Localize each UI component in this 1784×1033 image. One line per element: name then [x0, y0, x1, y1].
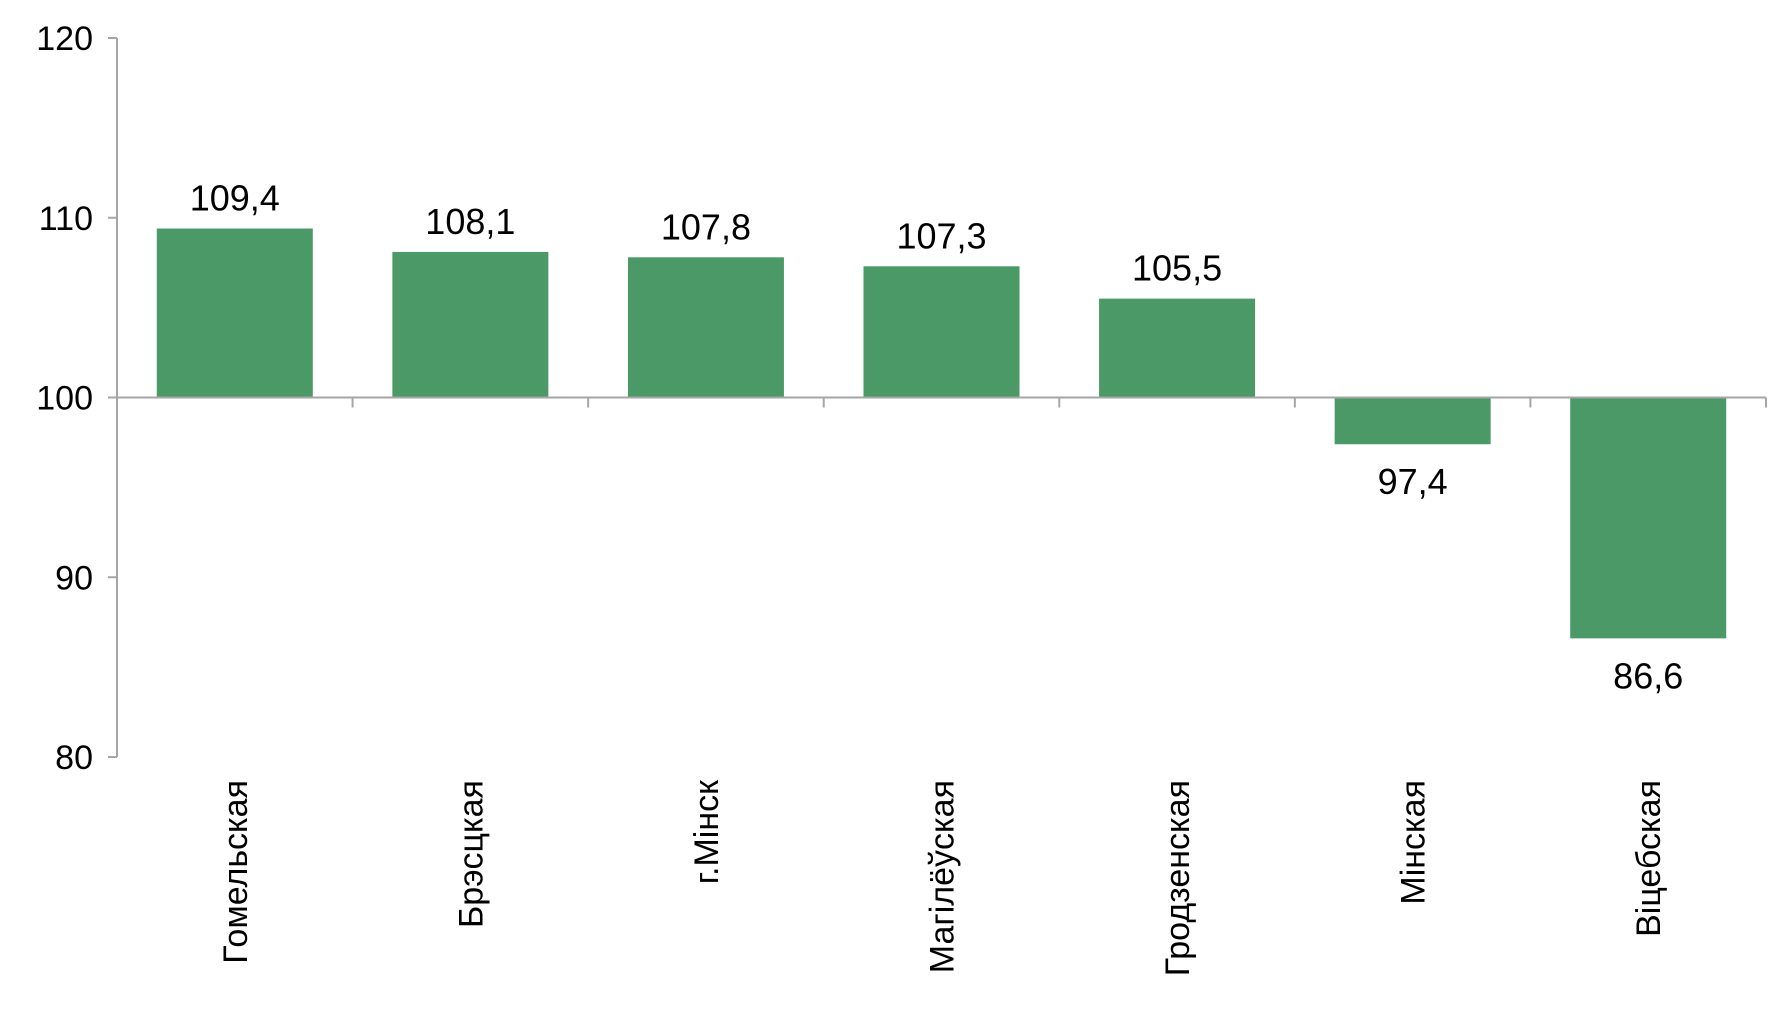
data-label: 107,3 [896, 215, 986, 256]
data-label: 97,4 [1378, 461, 1448, 502]
bar [1334, 397, 1491, 445]
data-label: 107,8 [661, 206, 751, 247]
category-label: Мінская [1395, 780, 1433, 905]
category-label: г.Мінск [688, 779, 726, 884]
category-label: Гомельская [217, 780, 255, 964]
data-label: 109,4 [190, 178, 280, 219]
data-label: 108,1 [425, 201, 515, 242]
y-tick-label: 110 [39, 200, 93, 238]
y-tick-label: 80 [55, 739, 93, 777]
bars [156, 228, 1727, 639]
bar [627, 257, 784, 398]
y-tick-label: 100 [36, 380, 93, 418]
category-label: Гродзенская [1159, 780, 1197, 976]
data-label: 105,5 [1132, 248, 1222, 289]
y-axis: 80 90 100 110 120 [36, 20, 118, 777]
category-labels: Гомельская Брэсцкая г.Мінск Магілёўская Грод… [217, 779, 1668, 976]
bar [863, 266, 1020, 398]
category-label: Магілёўская [924, 780, 962, 973]
category-label: Віцебская [1630, 780, 1668, 937]
y-tick-label: 120 [36, 20, 93, 58]
bar [1570, 397, 1727, 639]
category-label: Брэсцкая [452, 780, 490, 928]
data-label: 86,6 [1613, 655, 1683, 696]
bar [392, 251, 549, 398]
y-tick-label: 90 [55, 559, 93, 597]
x-axis [117, 396, 1767, 408]
data-labels: 109,4 108,1 107,8 107,3 105,5 97,4 86,6 [190, 178, 1684, 697]
bar [156, 228, 313, 398]
bar [1099, 298, 1256, 398]
